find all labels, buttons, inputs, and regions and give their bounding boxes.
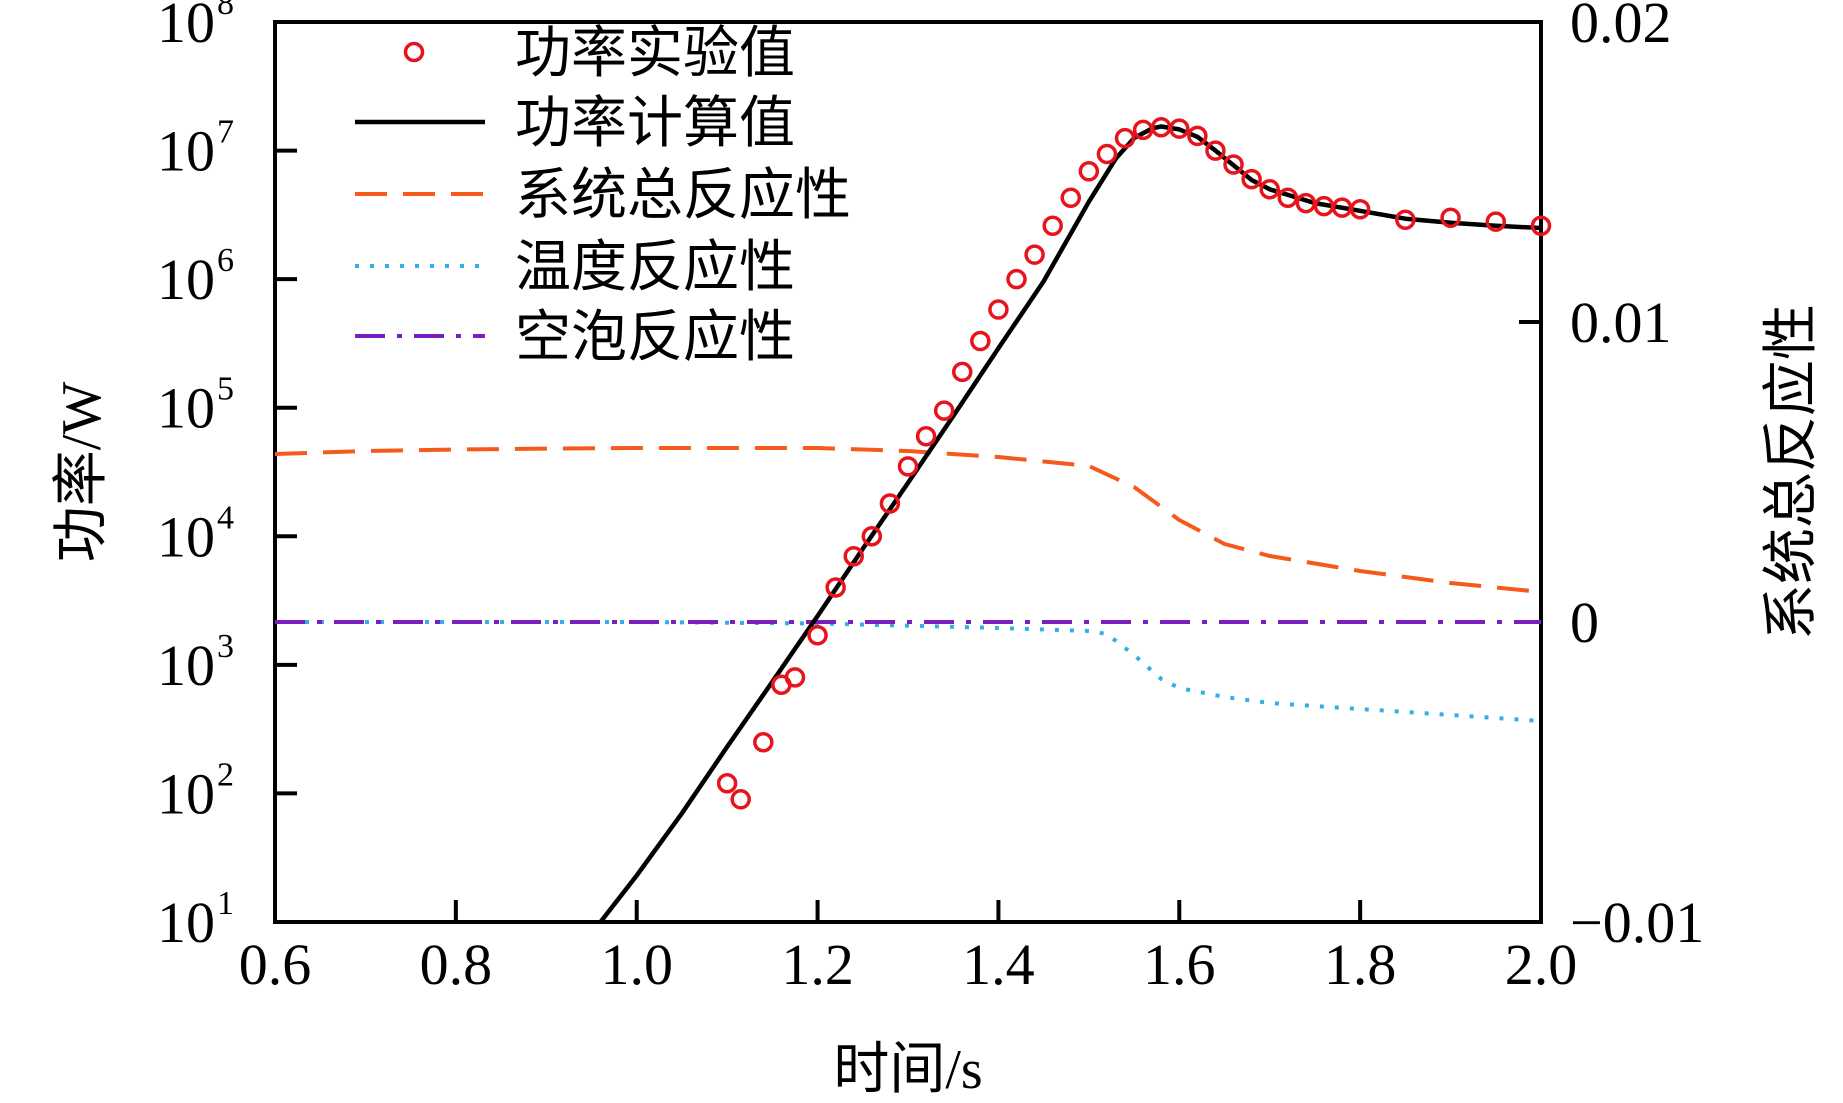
y-left-tick-base: 10 (157, 247, 215, 312)
y-right-tick-label: 0.02 (1570, 0, 1672, 55)
data-point-power-experimental (1259, 179, 1280, 200)
data-point-power-experimental (1277, 187, 1299, 208)
data-point-power-experimental (825, 577, 846, 598)
series-line-1 (598, 124, 1542, 924)
legend-label: 温度反应性 (515, 237, 795, 299)
data-point-power-experimental (879, 493, 901, 514)
y-axis-left-title: 功率/W (51, 382, 113, 563)
series-line-3 (275, 620, 1542, 723)
data-point-power-experimental (716, 772, 738, 794)
y-axis-right-title: 系统总反应性 (1761, 304, 1823, 640)
x-tick-label: 0.8 (420, 932, 493, 997)
y-left-tick-exponent: 3 (217, 628, 234, 665)
data-point-power-experimental (1078, 161, 1100, 182)
x-tick-label: 1.0 (600, 932, 673, 997)
data-point-power-experimental (1187, 125, 1208, 147)
plot-frame (273, 20, 1543, 924)
data-point-power-experimental (1169, 118, 1190, 139)
data-point-power-experimental (1114, 127, 1136, 149)
data-point-power-experimental (843, 545, 864, 567)
data-point-power-experimental (897, 456, 919, 477)
data-point-power-experimental (988, 299, 1009, 320)
y-left-tick-exponent: 4 (217, 499, 234, 536)
data-point-power-experimental (730, 789, 751, 810)
data-point-power-experimental (753, 732, 774, 753)
data-point-power-experimental (861, 526, 883, 547)
y-left-tick-base: 10 (157, 376, 215, 441)
data-point-power-experimental (970, 330, 991, 352)
x-tick-label: 1.4 (962, 932, 1035, 997)
x-tick-label: 1.2 (781, 932, 854, 997)
data-point-power-experimental (807, 624, 828, 646)
data-point-power-experimental (1060, 187, 1082, 208)
y-left-tick-base: 10 (157, 504, 215, 569)
data-point-power-experimental (1205, 140, 1226, 161)
y-left-tick-exponent: 6 (217, 242, 234, 279)
data-point-power-experimental (1223, 154, 1244, 175)
y-left-tick-base: 10 (157, 119, 215, 184)
legend-label: 系统总反应性 (515, 165, 851, 227)
data-point-power-experimental (1042, 215, 1063, 237)
x-tick-label: 1.8 (1324, 932, 1397, 997)
data-point-power-experimental (1349, 198, 1371, 220)
data-point-power-experimental (1395, 209, 1416, 230)
data-point-power-experimental (1241, 168, 1262, 190)
y-left-tick-base: 10 (157, 0, 215, 55)
y-left-tick-exponent: 8 (217, 0, 234, 22)
legend-swatch-marker (403, 41, 425, 63)
legend-label: 功率实验值 (515, 23, 795, 85)
legend-label: 空泡反应性 (515, 307, 795, 369)
data-point-power-experimental (784, 667, 806, 688)
y-left-tick-base: 10 (157, 761, 215, 826)
data-point-power-experimental (1024, 244, 1045, 265)
data-point-power-experimental (1440, 207, 1461, 229)
x-tick-label: 0.6 (239, 932, 312, 997)
legend-label: 功率计算值 (515, 93, 795, 155)
data-point-power-experimental (933, 400, 955, 421)
data-point-power-experimental (915, 425, 937, 447)
y-right-tick-label: −0.01 (1570, 890, 1704, 955)
y-right-tick-label: 0.01 (1570, 290, 1672, 355)
data-point-power-experimental (1096, 143, 1118, 165)
x-tick-label: 1.6 (1143, 932, 1216, 997)
y-left-tick-exponent: 2 (217, 756, 234, 793)
y-left-tick-exponent: 1 (217, 885, 234, 922)
data-point-power-experimental (1530, 215, 1552, 237)
x-tick-label: 2.0 (1505, 932, 1578, 997)
y-left-tick-base: 10 (157, 633, 215, 698)
y-left-tick-exponent: 7 (217, 114, 234, 151)
data-point-power-experimental (952, 361, 973, 383)
data-point-power-experimental (1006, 268, 1027, 290)
series-line-2 (274, 446, 1542, 594)
x-axis-title: 时间/s (833, 1039, 982, 1098)
y-left-tick-base: 10 (157, 890, 215, 955)
y-left-tick-exponent: 5 (217, 371, 234, 408)
y-right-tick-label: 0 (1570, 590, 1599, 655)
data-point-power-experimental (1485, 211, 1507, 232)
